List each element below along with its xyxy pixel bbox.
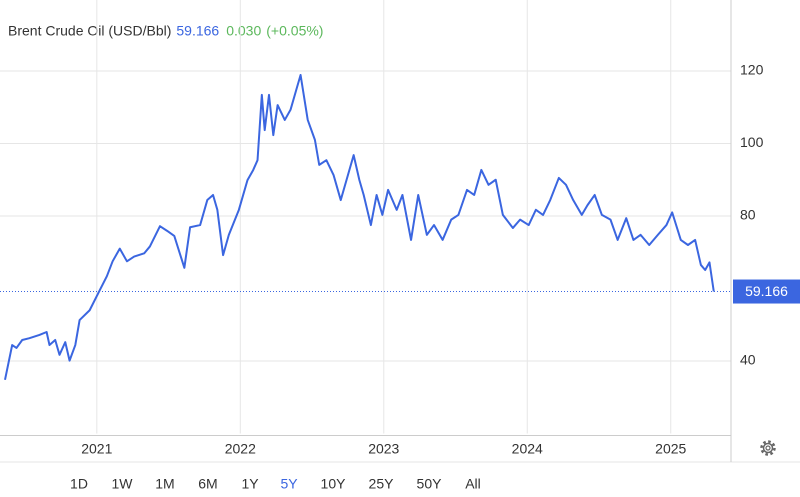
range-button[interactable]: 1M — [155, 476, 174, 492]
range-button[interactable]: 1W — [112, 476, 134, 492]
price-tag-label: 59.166 — [745, 283, 788, 299]
range-button[interactable]: 10Y — [321, 476, 347, 492]
y-tick-label: 120 — [740, 62, 764, 78]
settings-icon[interactable] — [760, 440, 776, 456]
range-button[interactable]: 6M — [198, 476, 217, 492]
y-tick-label: 40 — [740, 352, 756, 368]
price-line — [4, 73, 715, 381]
range-button[interactable]: All — [465, 476, 481, 492]
x-tick-label: 2024 — [512, 441, 543, 457]
range-button[interactable]: 5Y — [280, 476, 298, 492]
range-button[interactable]: 1Y — [241, 476, 259, 492]
chart-title: Brent Crude Oil (USD/Bbl) — [8, 23, 171, 39]
change: 0.030 — [226, 23, 261, 39]
x-tick-label: 2022 — [225, 441, 256, 457]
range-button[interactable]: 25Y — [369, 476, 395, 492]
price: 59.166 — [176, 23, 219, 39]
y-tick-label: 100 — [740, 134, 764, 150]
x-tick-label: 2025 — [655, 441, 686, 457]
price-tag — [733, 279, 800, 304]
change-percent: (+0.05%) — [266, 23, 323, 39]
range-button[interactable]: 1D — [70, 476, 88, 492]
y-tick-label: 80 — [740, 207, 756, 223]
x-tick-label: 2021 — [81, 441, 112, 457]
x-tick-label: 2023 — [368, 441, 399, 457]
range-button[interactable]: 50Y — [417, 476, 443, 492]
